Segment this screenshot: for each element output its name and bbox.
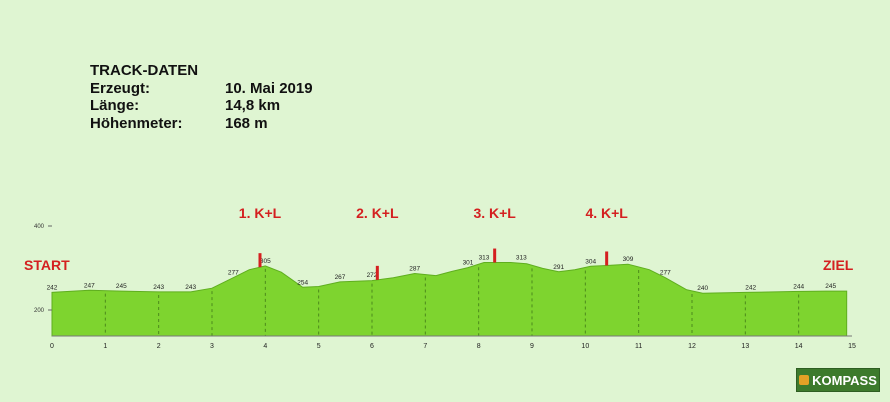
created-row: Erzeugt: 10. Mai 2019 xyxy=(90,80,313,98)
elevation-label: 245 xyxy=(825,283,836,290)
created-value: 10. Mai 2019 xyxy=(225,79,313,97)
elevation-label: 305 xyxy=(260,258,271,265)
elevation-label: 242 xyxy=(745,284,756,291)
elevation-label: 313 xyxy=(516,255,527,262)
elevation-label: 243 xyxy=(153,284,164,291)
rest-stop-marker xyxy=(605,251,609,266)
rest-stop-label: 2. K+L xyxy=(356,205,399,221)
elevation-label: 254 xyxy=(297,279,308,286)
x-tick-label: 12 xyxy=(688,343,696,350)
rest-stop-label: 1. K+L xyxy=(239,205,282,221)
elevation-label: 313 xyxy=(479,255,490,262)
x-tick-label: 2 xyxy=(157,343,161,350)
x-tick-label: 3 xyxy=(210,343,214,350)
x-tick-label: 13 xyxy=(741,343,749,350)
x-tick-label: 1 xyxy=(103,343,107,350)
x-tick-label: 8 xyxy=(477,343,481,350)
x-tick-label: 5 xyxy=(317,343,321,350)
x-tick-label: 15 xyxy=(848,343,856,350)
kompass-logo-icon xyxy=(799,375,810,385)
elevation-label: 244 xyxy=(793,284,804,291)
elevation-value: 168 m xyxy=(225,114,268,132)
x-tick-label: 0 xyxy=(50,343,54,350)
x-tick-label: 14 xyxy=(795,343,803,350)
x-tick-label: 7 xyxy=(423,343,427,350)
length-value: 14,8 km xyxy=(225,97,281,114)
kompass-logo: KOMPASS xyxy=(796,368,880,392)
elevation-label: 272 xyxy=(367,272,378,279)
elevation-label: Höhenmeter: xyxy=(90,114,183,132)
elevation-label: 277 xyxy=(660,270,671,277)
elevation-label: 243 xyxy=(185,284,196,291)
rest-stop-label: 4. K+L xyxy=(585,205,628,221)
track-data-heading: TRACK-DATEN xyxy=(90,62,199,79)
elevation-label: 277 xyxy=(228,270,239,277)
elevation-label: 291 xyxy=(553,264,564,271)
rest-stop-label: 3. K+L xyxy=(473,205,516,221)
y-tick-label: 400 xyxy=(34,224,45,230)
elevation-row: Höhenmeter: 168 m xyxy=(90,115,313,133)
elevation-label: 301 xyxy=(463,260,474,267)
track-data-panel: TRACK-DATEN Erzeugt: 10. Mai 2019 Länge:… xyxy=(90,62,313,132)
elevation-label: 267 xyxy=(335,274,346,281)
x-tick-label: 4 xyxy=(263,343,267,350)
y-tick-label: 200 xyxy=(34,308,45,314)
elevation-label: 242 xyxy=(47,284,58,291)
elevation-label: 240 xyxy=(697,285,708,292)
start-label: START xyxy=(24,257,70,273)
rest-stop-marker xyxy=(258,253,262,268)
x-tick-label: 6 xyxy=(370,343,374,350)
elevation-label: 304 xyxy=(585,258,596,265)
rest-stop-marker xyxy=(493,248,497,263)
end-label: ZIEL xyxy=(823,257,854,273)
elevation-label: 245 xyxy=(116,283,127,290)
x-tick-label: 11 xyxy=(635,343,642,350)
x-tick-label: 10 xyxy=(581,343,589,350)
x-tick-label: 9 xyxy=(530,343,534,350)
elevation-label: 309 xyxy=(623,256,634,263)
created-label: Erzeugt: xyxy=(90,79,150,97)
elevation-profile-area xyxy=(51,262,848,337)
rest-stop-marker xyxy=(375,265,379,280)
elevation-label: 247 xyxy=(84,282,95,289)
elevation-label: 287 xyxy=(409,265,420,272)
kompass-logo-text: KOMPASS xyxy=(812,372,877,388)
length-row: Länge: 14,8 km xyxy=(90,97,313,115)
length-label: Länge: xyxy=(90,97,140,114)
